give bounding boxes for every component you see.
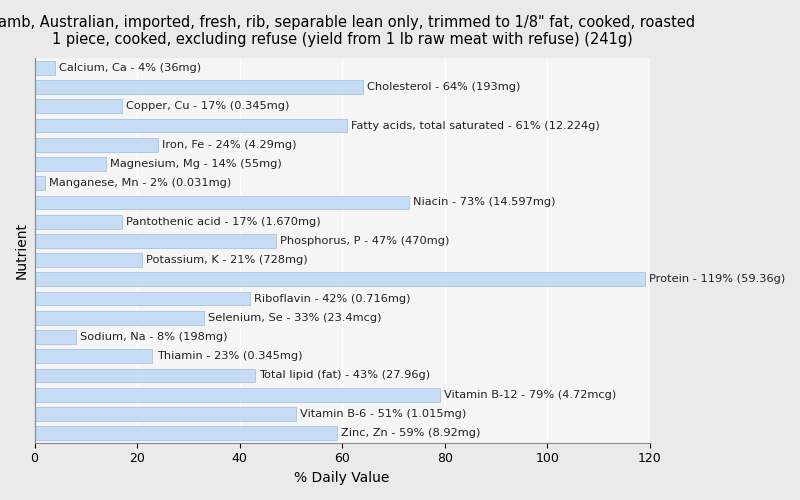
Text: Zinc, Zn - 59% (8.92mg): Zinc, Zn - 59% (8.92mg): [341, 428, 481, 438]
Bar: [34, 215, 122, 228]
Bar: [34, 157, 106, 171]
Text: Iron, Fe - 24% (4.29mg): Iron, Fe - 24% (4.29mg): [162, 140, 296, 150]
X-axis label: % Daily Value: % Daily Value: [294, 471, 390, 485]
Bar: [34, 196, 409, 209]
Text: Total lipid (fat) - 43% (27.96g): Total lipid (fat) - 43% (27.96g): [259, 370, 430, 380]
Y-axis label: Nutrient: Nutrient: [15, 222, 29, 279]
Text: Magnesium, Mg - 14% (55mg): Magnesium, Mg - 14% (55mg): [110, 159, 282, 169]
Title: Lamb, Australian, imported, fresh, rib, separable lean only, trimmed to 1/8" fat: Lamb, Australian, imported, fresh, rib, …: [0, 15, 694, 48]
Bar: [34, 330, 75, 344]
Bar: [34, 272, 645, 286]
Bar: [34, 292, 250, 306]
Text: Protein - 119% (59.36g): Protein - 119% (59.36g): [649, 274, 785, 284]
Bar: [34, 80, 362, 94]
Text: Cholesterol - 64% (193mg): Cholesterol - 64% (193mg): [366, 82, 520, 92]
Bar: [34, 234, 275, 248]
Text: Copper, Cu - 17% (0.345mg): Copper, Cu - 17% (0.345mg): [126, 102, 289, 112]
Bar: [34, 118, 347, 132]
Bar: [34, 350, 153, 363]
Bar: [34, 388, 439, 402]
Bar: [34, 61, 55, 75]
Text: Pantothenic acid - 17% (1.670mg): Pantothenic acid - 17% (1.670mg): [126, 216, 321, 226]
Text: Vitamin B-12 - 79% (4.72mcg): Vitamin B-12 - 79% (4.72mcg): [444, 390, 616, 400]
Text: Manganese, Mn - 2% (0.031mg): Manganese, Mn - 2% (0.031mg): [49, 178, 231, 188]
Text: Selenium, Se - 33% (23.4mcg): Selenium, Se - 33% (23.4mcg): [208, 313, 382, 323]
Text: Riboflavin - 42% (0.716mg): Riboflavin - 42% (0.716mg): [254, 294, 410, 304]
Text: Phosphorus, P - 47% (470mg): Phosphorus, P - 47% (470mg): [280, 236, 449, 246]
Bar: [34, 407, 296, 421]
Bar: [34, 368, 255, 382]
Bar: [34, 176, 45, 190]
Text: Vitamin B-6 - 51% (1.015mg): Vitamin B-6 - 51% (1.015mg): [300, 409, 466, 419]
Text: Potassium, K - 21% (728mg): Potassium, K - 21% (728mg): [146, 255, 308, 265]
Text: Thiamin - 23% (0.345mg): Thiamin - 23% (0.345mg): [157, 351, 302, 361]
Bar: [34, 311, 204, 324]
Bar: [34, 100, 122, 114]
Text: Fatty acids, total saturated - 61% (12.224g): Fatty acids, total saturated - 61% (12.2…: [351, 120, 600, 130]
Bar: [34, 426, 337, 440]
Bar: [34, 138, 158, 151]
Text: Calcium, Ca - 4% (36mg): Calcium, Ca - 4% (36mg): [59, 63, 202, 73]
Bar: [34, 253, 142, 267]
Text: Sodium, Na - 8% (198mg): Sodium, Na - 8% (198mg): [80, 332, 227, 342]
Text: Niacin - 73% (14.597mg): Niacin - 73% (14.597mg): [413, 198, 555, 207]
